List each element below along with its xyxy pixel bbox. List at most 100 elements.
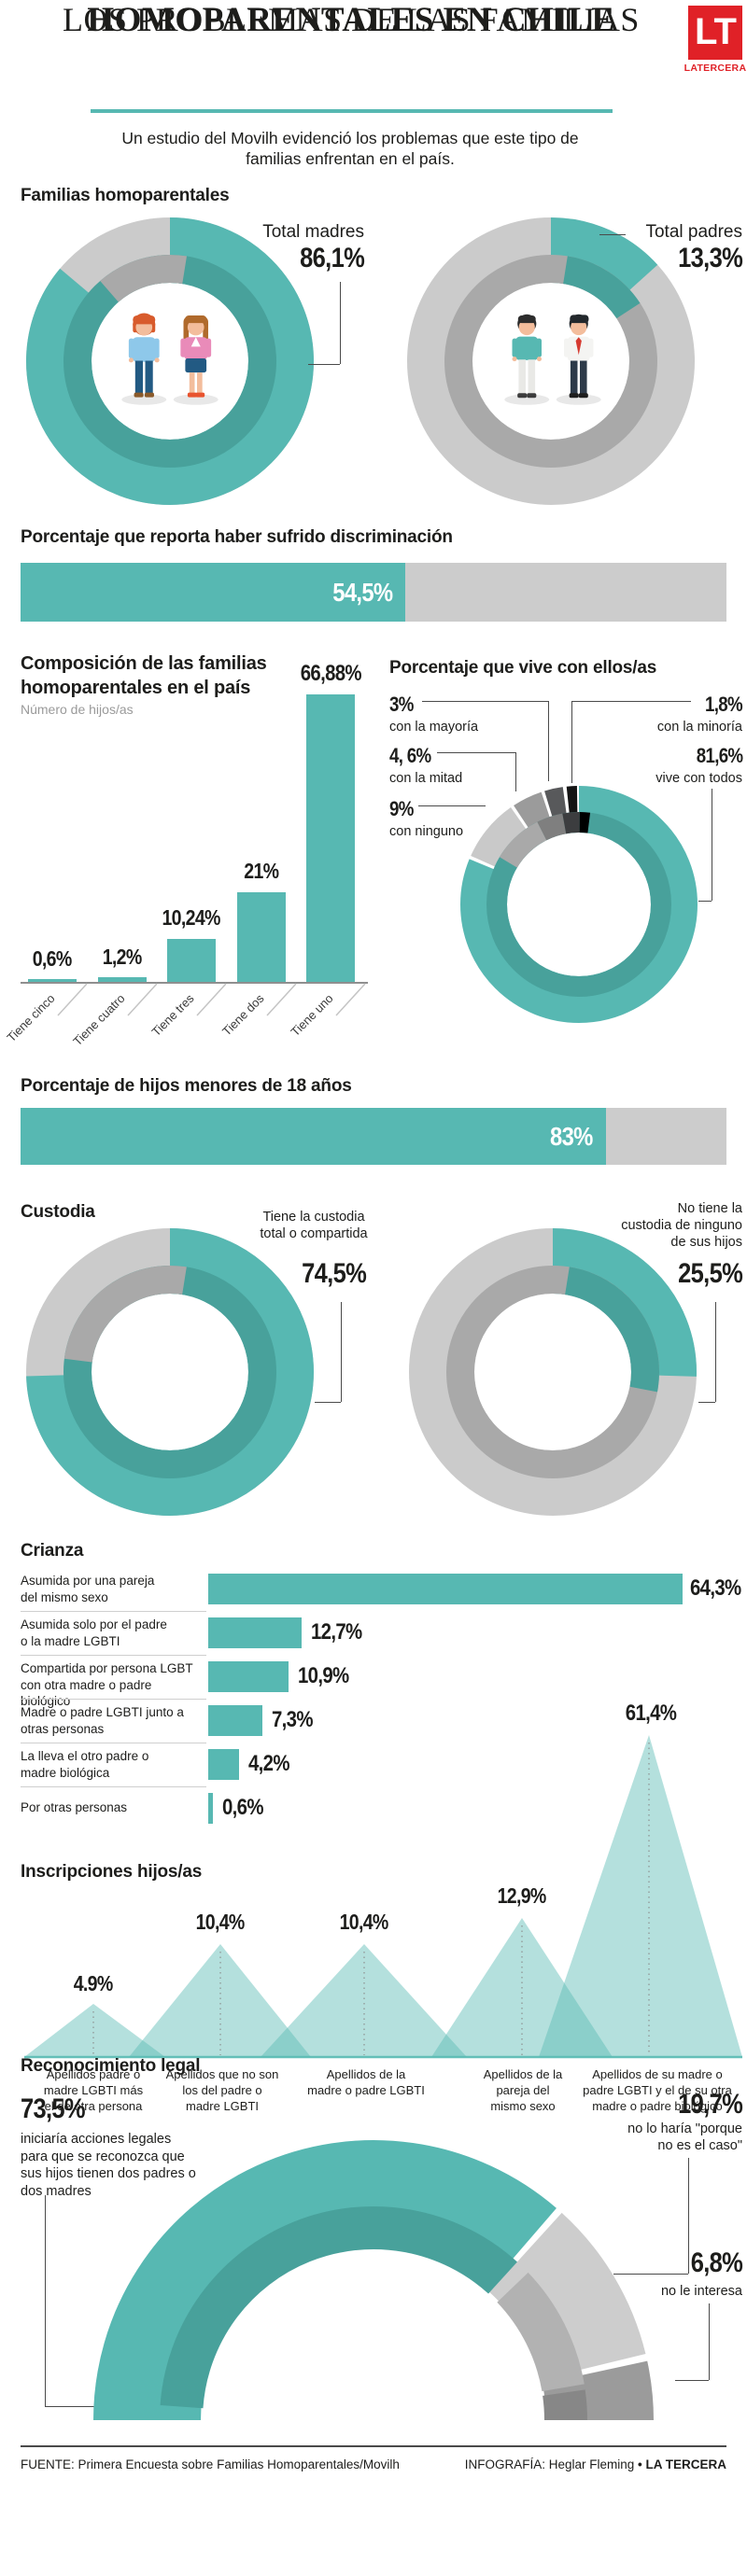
- custodia-right-label-line1: No tiene la: [677, 1201, 742, 1216]
- custodia-left-label-line2: total o compartida: [260, 1226, 368, 1241]
- composicion-bar-cuatro: [98, 977, 147, 983]
- vive-mayoria-value: 3%: [389, 693, 414, 716]
- vive-minoria-label: con la minoría: [656, 720, 742, 735]
- page-title-line1: LOS PROBLEMAS DE LAS FAMILIAS: [63, 1, 640, 38]
- custodia-right-leader-v: [715, 1302, 716, 1402]
- crianza-row-label: Compartida por persona LGBT con otra madr…: [21, 1661, 193, 1708]
- crianza-value-6: 0,6%: [222, 1795, 263, 1820]
- inscripciones-value-3: 10,4%: [339, 1910, 389, 1934]
- vive-mitad-label: con la mitad: [389, 771, 463, 786]
- vive-mayoria-leader-h: [422, 701, 548, 702]
- discriminacion-value: 54,5%: [331, 578, 393, 607]
- crianza-value-3: 10,9%: [298, 1663, 349, 1688]
- inscripciones-label-4: Apellidos de la pareja del mismo sexo: [483, 2067, 563, 2113]
- crianza-bar-5: [208, 1749, 239, 1780]
- custodia-left-label-line1: Tiene la custodia: [262, 1210, 365, 1225]
- composicion-value-cuatro: 1,2%: [103, 945, 143, 969]
- reconocimiento-small-leader-v: [709, 2303, 710, 2380]
- vive-minoria-value: 1,8%: [705, 693, 743, 716]
- vive-todos-value: 81,6%: [696, 744, 742, 767]
- custodia-left-leader-v: [341, 1302, 342, 1402]
- footer-divider: [21, 2445, 726, 2447]
- inscripciones-label-5: Apellidos de su madre o padre LGBTI y el…: [583, 2067, 732, 2113]
- vive-todos-label: vive con todos: [655, 771, 742, 786]
- section-familias-heading: Familias homoparentales: [21, 186, 230, 205]
- crianza-row-label: Por otras personas: [21, 1800, 128, 1814]
- crianza-row-label: Madre o padre LGBTI junto a otras persona…: [21, 1705, 184, 1736]
- padres-leader-h: [599, 234, 626, 235]
- reconocimiento-mid-line1: no lo haría "porque: [627, 2121, 742, 2136]
- crianza-bar-6: [208, 1793, 213, 1824]
- section-vive-heading: Porcentaje que vive con ellos/as: [389, 658, 657, 678]
- two-men-icon: [504, 314, 601, 405]
- crianza-row-label: La lleva el otro padre o madre biológica: [21, 1749, 149, 1780]
- madres-label: Total madres: [262, 222, 364, 242]
- vive-todos-leader-h: [698, 901, 712, 902]
- padres-value: 13,3%: [678, 243, 743, 273]
- crianza-bar-3: [208, 1661, 289, 1692]
- vive-mitad-leader-h: [437, 752, 515, 753]
- vive-minoria-leader-h: [571, 701, 691, 702]
- composicion-value-dos: 21%: [244, 859, 279, 883]
- crianza-bar-4: [208, 1705, 262, 1736]
- reconocimiento-mid-leader-h: [613, 2274, 688, 2275]
- inscripciones-value-5: 61,4%: [626, 1701, 677, 1726]
- reconocimiento-big-leader-v: [45, 2195, 46, 2406]
- reconocimiento-big-desc: iniciaría acciones legales para que se r…: [21, 2132, 196, 2199]
- lt-logo-name: LATERCERA: [684, 63, 747, 74]
- donut-total-padres: [407, 217, 695, 505]
- vive-mayoria-leader-v: [548, 701, 549, 781]
- donut-custodia-der: [409, 1228, 697, 1516]
- composicion-axis: [21, 982, 368, 1016]
- vive-mayoria-label: con la mayoría: [389, 720, 479, 735]
- crianza-value-2: 12,7%: [311, 1619, 362, 1645]
- custodia-right-label-line3: de sus hijos: [670, 1235, 742, 1250]
- donut-total-madres: [26, 217, 314, 505]
- inscripciones-triangles: [24, 1735, 742, 2059]
- crianza-bar-1: [208, 1574, 683, 1604]
- crianza-row-label: Asumida solo por el padre o la madre LGBT…: [21, 1617, 167, 1648]
- menores-bar-fill: [21, 1108, 606, 1165]
- section-composicion-heading: Composición de las familias homoparental…: [21, 651, 267, 700]
- custodia-left-leader-h: [315, 1402, 341, 1403]
- vive-ninguno-value: 9%: [389, 797, 414, 820]
- composicion-subheading: Número de hijos/as: [21, 702, 134, 717]
- crianza-value-1: 64,3%: [690, 1575, 741, 1601]
- donut-vive-con-ellos: [460, 786, 698, 1023]
- reconocimiento-small-leader-h: [675, 2380, 709, 2381]
- padres-label: Total padres: [645, 222, 742, 242]
- reconocimiento-small-value: 6,8%: [690, 2247, 743, 2278]
- vive-ninguno-leader-h: [418, 805, 486, 806]
- madres-leader-h: [308, 364, 340, 365]
- crianza-value-4: 7,3%: [272, 1707, 313, 1732]
- reconocimiento-mid-line2: no es el caso": [657, 2138, 742, 2153]
- custodia-left-value: 74,5%: [302, 1258, 367, 1289]
- composicion-value-tres: 10,24%: [162, 905, 221, 930]
- footer-credit: INFOGRAFÍA: Heglar Fleming • LA TERCERA: [464, 2457, 726, 2471]
- composicion-bar-uno: [306, 694, 355, 983]
- composicion-bar-cinco: [28, 979, 77, 983]
- header-divider: [91, 109, 613, 113]
- reconocimiento-big-value: 73,5%: [21, 2093, 86, 2124]
- section-inscripciones-heading: Inscripciones hijos/as: [21, 1862, 203, 1882]
- madres-leader-v: [340, 282, 341, 364]
- lt-logo-initials: LT: [695, 11, 737, 52]
- reconocimiento-gauge: [93, 2140, 654, 2422]
- reconocimiento-big-leader-h: [45, 2406, 114, 2407]
- composicion-heading-line2: homoparentales en el país: [21, 678, 251, 698]
- vive-mitad-leader-v: [515, 752, 516, 791]
- subtitle-line2: familias enfrentan en el país.: [246, 149, 455, 168]
- custodia-right-value: 25,5%: [678, 1258, 743, 1289]
- donut-custodia-izq: [26, 1228, 314, 1516]
- composicion-bar-dos: [237, 892, 286, 983]
- two-women-icon: [121, 313, 218, 405]
- section-discriminacion-heading: Porcentaje que reporta haber sufrido dis…: [21, 527, 453, 547]
- inscripciones-value-1: 4.9%: [74, 1971, 114, 1995]
- crianza-row-label: Asumida por una pareja del mismo sexo: [21, 1574, 155, 1604]
- section-custodia-heading: Custodia: [21, 1202, 95, 1222]
- reconocimiento-mid-value: 19,7%: [678, 2089, 743, 2120]
- inscripciones-label-3: Apellidos de la madre o padre LGBTI: [307, 2067, 425, 2097]
- vive-mitad-value: 4, 6%: [389, 744, 431, 767]
- custodia-right-leader-h: [698, 1402, 715, 1403]
